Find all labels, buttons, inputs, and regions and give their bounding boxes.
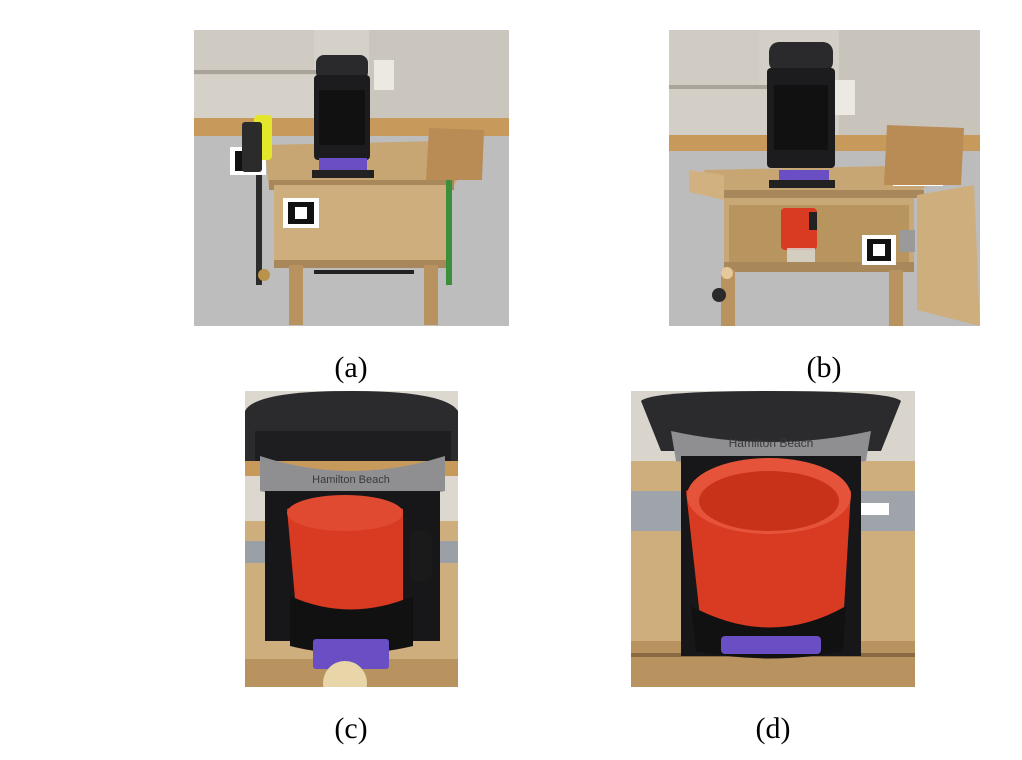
photo-panel-d: Hamilton Beach: [631, 391, 915, 687]
photo-panel-a: [194, 30, 509, 326]
brand-label-d: Hamilton Beach: [729, 436, 814, 450]
photo-panel-c: Hamilton Beach: [245, 391, 458, 687]
caption-c: (c): [334, 712, 368, 745]
photo-a-coffee-stand-closed: [194, 30, 509, 326]
caption-a: (a): [334, 351, 368, 384]
photo-b-coffee-stand-open: [669, 30, 980, 326]
brand-label-c: Hamilton Beach: [312, 474, 390, 486]
caption-b: (b): [806, 351, 842, 384]
photo-panel-b: [669, 30, 980, 326]
caption-d: (d): [755, 712, 791, 745]
photo-d-mug-topdown: Hamilton Beach: [631, 391, 915, 687]
photo-c-mug-closeup: Hamilton Beach: [245, 391, 458, 687]
